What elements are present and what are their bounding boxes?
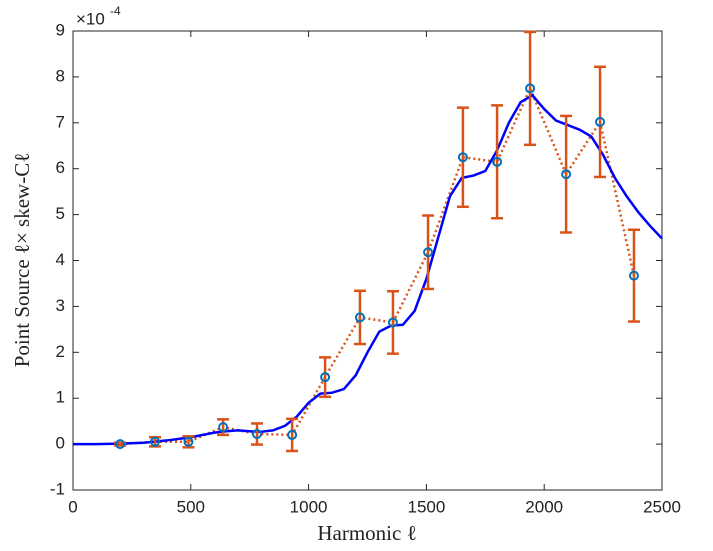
y-tick-label: 5 (56, 204, 65, 223)
marker (183, 436, 194, 447)
y-tick-label: 1 (56, 388, 65, 407)
y-tick-label: 3 (56, 296, 65, 315)
y-tick-label: 7 (56, 112, 65, 131)
x-tick-label: 2500 (643, 497, 681, 516)
dotted-line (120, 85, 636, 446)
marker (423, 247, 434, 258)
marker (115, 439, 126, 450)
error-bar (422, 214, 435, 291)
y-multiplier-base: ×10 (76, 9, 105, 28)
error-bar (456, 106, 469, 209)
marker (149, 436, 160, 447)
error-bar (251, 422, 264, 446)
marker (628, 270, 639, 281)
marker (457, 152, 468, 163)
error-bar (594, 65, 607, 179)
y-tick-label: 4 (56, 250, 65, 269)
x-tick-label: 1000 (290, 497, 328, 516)
marker (354, 312, 365, 323)
y-tick-label: 0 (56, 434, 65, 453)
y-tick-label: 9 (56, 20, 65, 39)
marker (218, 422, 229, 433)
y-multiplier-power: -4 (110, 4, 121, 18)
axes-box (72, 30, 663, 491)
marker (387, 317, 398, 328)
curve (73, 93, 663, 446)
marker (320, 372, 331, 383)
marker (595, 116, 606, 127)
marker (252, 429, 263, 440)
marker (525, 83, 536, 94)
error-bar (386, 290, 399, 355)
error-bar (353, 289, 366, 346)
x-tick-label: 1500 (407, 497, 445, 516)
y-tick-label: 8 (56, 66, 65, 85)
x-tick-label: 0 (68, 497, 77, 516)
y-tick-label: 6 (56, 158, 65, 177)
error-bar (217, 418, 230, 437)
marker (561, 169, 572, 180)
x-axis-label: Harmonic ℓ (317, 521, 416, 545)
error-bar (286, 417, 299, 453)
y-tick-label: 2 (56, 342, 65, 361)
error-bar (627, 228, 640, 323)
x-tick-label: 2000 (525, 497, 563, 516)
error-bar (524, 30, 537, 147)
error-bar (491, 104, 504, 220)
y-tick-label: -1 (50, 479, 65, 498)
y-axis-label: Point Source ℓ× skew-Cℓ (10, 153, 34, 368)
marker (287, 429, 298, 440)
error-bar (319, 356, 332, 399)
x-tick-label: 500 (177, 497, 205, 516)
marker (492, 156, 503, 167)
error-bar (560, 114, 573, 234)
